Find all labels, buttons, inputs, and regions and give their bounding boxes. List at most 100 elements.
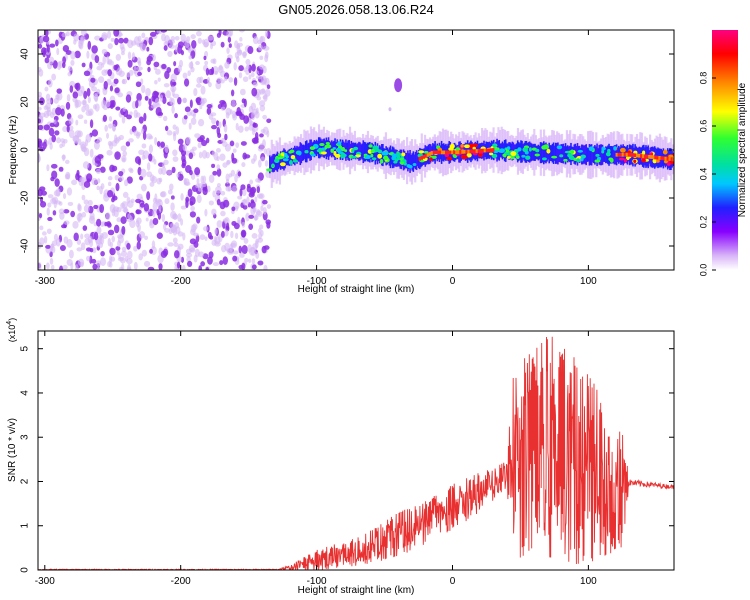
- heatmap-band-ridge: [644, 154, 647, 159]
- heatmap-band-peak: [666, 162, 671, 166]
- heatmap-noise-cell: [39, 237, 45, 246]
- heatmap-noise-cell: [228, 30, 234, 37]
- heatmap-band-peak: [455, 147, 461, 151]
- heatmap-noise-cell: [220, 210, 226, 217]
- heatmap-band-core: [309, 139, 311, 161]
- heatmap-noise-cell: [184, 181, 191, 186]
- heatmap-isolated-speck: [388, 107, 392, 112]
- heatmap-band-peak: [279, 162, 286, 167]
- heatmap-noise-cell: [187, 70, 191, 77]
- heatmap-band-core: [586, 147, 589, 162]
- heatmap-noise-cell: [247, 46, 254, 55]
- heatmap-noise-cell: [149, 181, 155, 187]
- heatmap-band-peak: [383, 155, 389, 161]
- colorbar-tick-label: 0.6: [698, 120, 708, 133]
- heatmap-noise-cell: [193, 241, 199, 248]
- heatmap-noise-cell: [193, 108, 199, 114]
- heatmap-noise-cell: [172, 237, 178, 244]
- heatmap-noise-cell: [251, 63, 256, 72]
- snr-x-tick-label: 100: [580, 576, 597, 587]
- heatmap-noise-cell: [226, 47, 230, 55]
- heatmap-noise-cell: [92, 247, 97, 254]
- heatmap-band-ridge: [652, 155, 655, 160]
- heatmap-noise-cell: [166, 169, 172, 176]
- heatmap-noise-cell: [55, 188, 61, 197]
- heatmap-noise-cell: [92, 263, 98, 270]
- heatmap-band-core: [411, 153, 414, 171]
- heatmap-noise-cell: [158, 202, 162, 212]
- heatmap-noise-cell: [212, 190, 216, 198]
- heatmap-noise-cell: [255, 132, 259, 140]
- heatmap-band-peak: [437, 147, 443, 152]
- heatmap-noise-cell: [86, 173, 93, 182]
- heatmap-band-ridge: [438, 150, 442, 155]
- heatmap-noise-cell: [158, 263, 163, 270]
- heatmap-noise-cell: [73, 232, 79, 242]
- heatmap-noise-cell: [206, 103, 213, 109]
- heatmap-noise-cell: [126, 242, 131, 250]
- heatmap-noise-cell: [218, 30, 222, 36]
- heatmap-noise-cell: [251, 264, 257, 270]
- heatmap-noise-cell: [133, 245, 138, 252]
- heatmap-noise-cell: [197, 118, 205, 127]
- heatmap-band-core: [374, 141, 377, 165]
- heatmap-band-peak: [412, 163, 417, 167]
- heatmap-noise-cell: [259, 104, 266, 112]
- heatmap-noise-cell: [213, 152, 219, 161]
- heatmap-noise-cell: [107, 189, 114, 198]
- heatmap-noise-cell: [108, 181, 112, 187]
- colorbar-gradient: [712, 30, 738, 270]
- heatmap-noise-cell: [162, 223, 167, 231]
- snr-y-multiplier-exp: 4: [6, 321, 13, 325]
- heatmap-band-core: [553, 145, 556, 161]
- heatmap-noise-cell: [64, 174, 69, 180]
- heatmap-noise-cell: [250, 102, 257, 111]
- colorbar-label: Normalized spectral amplitude: [737, 82, 748, 217]
- heatmap-noise-cell: [109, 85, 114, 92]
- heatmap-band-core: [282, 150, 284, 169]
- heatmap-band-ridge: [477, 149, 481, 153]
- heatmap-noise-cell: [194, 133, 201, 139]
- heatmap-noise-cell: [192, 223, 198, 230]
- heatmap-band-core: [279, 151, 282, 170]
- heatmap-band-ridge: [422, 154, 426, 159]
- heatmap-band-ridge: [451, 150, 454, 155]
- heatmap-noise-cell: [99, 204, 105, 214]
- heatmap-noise-cell: [198, 151, 203, 159]
- heatmap-noise-cell: [154, 97, 160, 106]
- heatmap-noise-cell: [174, 113, 178, 119]
- heatmap-noise-cell: [50, 264, 55, 270]
- heatmap-noise-cell: [205, 266, 210, 270]
- heatmap-noise-cell: [210, 43, 214, 50]
- heatmap-noise-cell: [56, 47, 60, 56]
- heatmap-noise-cell: [139, 202, 145, 208]
- heatmap-noise-cell: [138, 116, 144, 124]
- heatmap-band-ridge: [487, 148, 491, 153]
- heatmap-noise-cell: [122, 191, 129, 199]
- heatmap-noise-cell: [101, 32, 108, 41]
- heatmap-noise-cell: [244, 154, 251, 159]
- spectrogram-y-tick-label: 0: [20, 147, 31, 153]
- heatmap-band-core: [583, 145, 585, 164]
- heatmap-noise-cell: [80, 85, 85, 94]
- heatmap-band-core: [360, 144, 362, 159]
- snr-line-series: [38, 336, 674, 570]
- heatmap-noise-cell: [107, 69, 112, 77]
- heatmap-band-core: [278, 154, 281, 168]
- heatmap-noise-cell: [153, 91, 160, 97]
- heatmap-noise-cell: [153, 61, 160, 68]
- heatmap-noise-cell: [231, 157, 238, 164]
- heatmap-noise-cell: [170, 73, 177, 83]
- heatmap-noise-cell: [232, 148, 237, 153]
- heatmap-noise-cell: [190, 34, 196, 40]
- heatmap-band-core: [326, 140, 329, 157]
- heatmap-noise-cell: [160, 141, 166, 148]
- heatmap-noise-cell: [97, 76, 105, 84]
- heatmap-noise-cell: [38, 118, 42, 124]
- heatmap-band-core: [414, 151, 417, 170]
- heatmap-noise-cell: [196, 76, 202, 84]
- heatmap-noise-cell: [212, 170, 218, 176]
- heatmap-noise-cell: [86, 87, 91, 97]
- heatmap-noise-cell: [55, 39, 59, 47]
- heatmap-noise-cell: [51, 196, 59, 204]
